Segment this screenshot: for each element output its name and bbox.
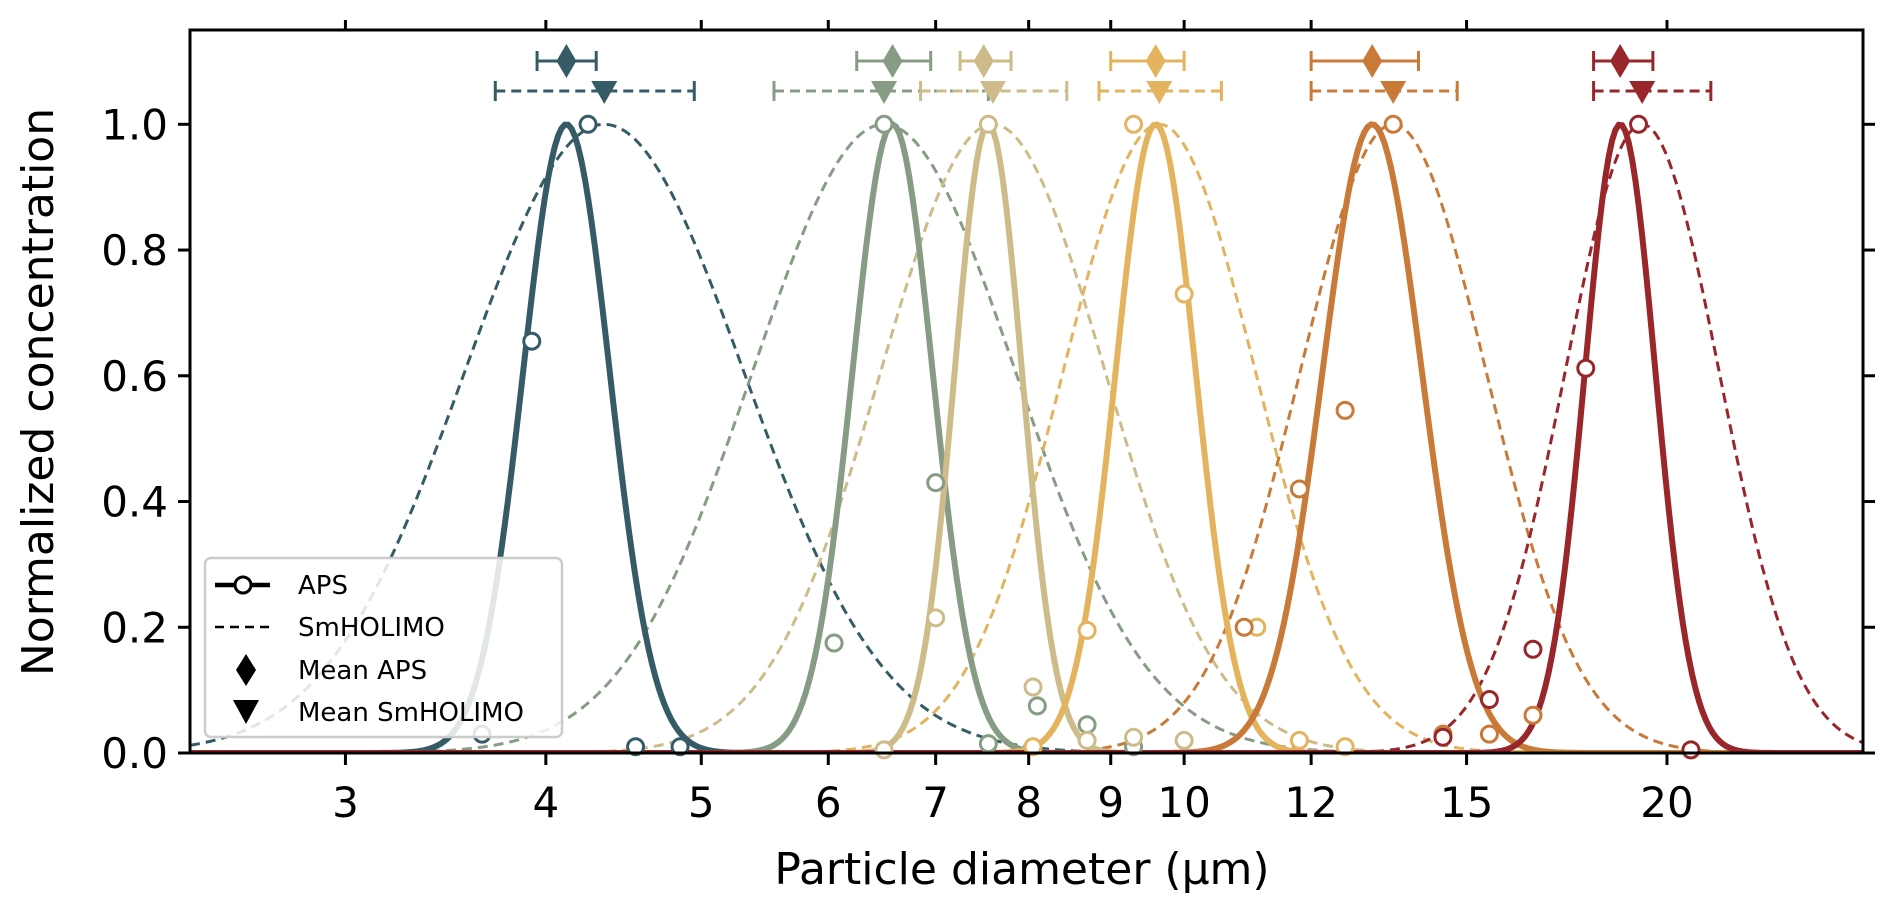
- x-tick-label: 10: [1157, 778, 1210, 827]
- y-tick-label: 1.0: [101, 100, 168, 149]
- aps-point: [1681, 740, 1701, 760]
- mean-markers: [493, 44, 1713, 104]
- x-tick-label: 15: [1440, 778, 1493, 827]
- x-tick-label: 3: [332, 778, 359, 827]
- mean-smholimo-triangle: [979, 81, 1006, 104]
- aps-point: [1023, 737, 1043, 757]
- x-axis: 3 4 5 6 7 8 9 10 12 15 20: [332, 20, 1694, 827]
- plot-frame: [188, 28, 1865, 755]
- legend-entry-mean-smholimo: Mean SmHOLIMO: [233, 698, 524, 728]
- x-tick-label: 6: [815, 778, 842, 827]
- mean-smholimo-triangle: [591, 81, 618, 104]
- x-axis-label: Particle diameter (µm): [774, 844, 1269, 895]
- aps-point: [1479, 690, 1499, 710]
- aps-point: [874, 114, 894, 134]
- legend-entry-smholimo: SmHOLIMO: [215, 613, 445, 643]
- aps-point: [926, 608, 946, 628]
- aps-point: [1124, 727, 1144, 747]
- aps-point: [578, 114, 598, 134]
- aps-point: [978, 734, 998, 754]
- legend-diamond-marker: [236, 654, 256, 686]
- y-tick-label: 0.6: [101, 352, 168, 401]
- aps-point: [1576, 358, 1596, 378]
- mean-aps-diamond: [1145, 44, 1166, 78]
- mean-smholimo-triangle: [1146, 81, 1173, 104]
- aps-point: [1124, 114, 1144, 134]
- aps-point: [874, 740, 894, 760]
- y-tick-label: 0.0: [101, 729, 168, 778]
- aps-point: [1289, 479, 1309, 499]
- aps-point: [626, 737, 646, 757]
- aps-point: [926, 473, 946, 493]
- x-tick-label: 7: [922, 778, 949, 827]
- mean-smholimo-triangle: [1380, 81, 1407, 104]
- aps-point: [1523, 705, 1543, 725]
- mean-aps-diamond: [882, 44, 903, 78]
- aps-point: [670, 737, 690, 757]
- aps-point: [1077, 620, 1097, 640]
- aps-point: [1023, 677, 1043, 697]
- aps-curve-2: [190, 121, 1863, 753]
- legend-label-mean-smholimo: Mean SmHOLIMO: [298, 698, 524, 728]
- aps-point: [1077, 715, 1097, 735]
- y-tick-label: 0.8: [101, 226, 168, 275]
- aps-point: [1174, 284, 1194, 304]
- x-tick-label: 12: [1284, 778, 1337, 827]
- x-tick-label: 9: [1097, 778, 1124, 827]
- aps-point: [978, 114, 998, 134]
- aps-point: [1479, 724, 1499, 744]
- legend-entry-aps: APS: [215, 571, 348, 601]
- x-tick-label: 4: [532, 778, 559, 827]
- x-tick-label: 8: [1015, 778, 1042, 827]
- legend-triangle-marker: [233, 700, 259, 724]
- mean-aps-diamond: [1610, 44, 1631, 78]
- aps-point: [522, 331, 542, 351]
- mean-aps-diamond: [556, 44, 577, 78]
- aps-point: [1433, 727, 1453, 747]
- smholimo-curve-5: [190, 122, 1863, 753]
- mean-smholimo-triangle: [1629, 81, 1656, 104]
- legend-entry-mean-aps: Mean APS: [236, 654, 427, 686]
- aps-point: [1234, 617, 1254, 637]
- legend-label-mean-aps: Mean APS: [298, 656, 427, 686]
- aps-point: [1289, 730, 1309, 750]
- y-axis-label: Normalized concentration: [13, 108, 64, 676]
- aps-points: [472, 114, 1701, 760]
- aps-point: [1335, 737, 1355, 757]
- aps-point: [1523, 639, 1543, 659]
- aps-point: [1629, 114, 1649, 134]
- y-tick-label: 0.2: [101, 603, 168, 652]
- aps-point: [824, 633, 844, 653]
- aps-point: [1027, 696, 1047, 716]
- mean-aps-diamond: [1362, 44, 1383, 78]
- legend-label-smholimo: SmHOLIMO: [298, 613, 445, 643]
- aps-point: [1383, 114, 1403, 134]
- x-tick-label: 5: [688, 778, 715, 827]
- x-tick-label: 20: [1640, 778, 1693, 827]
- mean-smholimo-triangle: [871, 81, 898, 104]
- mean-aps-diamond: [973, 44, 994, 78]
- aps-point: [1335, 400, 1355, 420]
- legend-circle-marker: [233, 575, 253, 595]
- aps-point: [1174, 730, 1194, 750]
- legend: APS SmHOLIMO Mean APS Mean SmHOLIMO: [203, 556, 564, 739]
- y-tick-label: 0.4: [101, 478, 168, 527]
- aps-point: [1077, 730, 1097, 750]
- y-axis: 0.0 0.2 0.4 0.6 0.8 1.0: [101, 100, 1875, 778]
- legend-label-aps: APS: [298, 571, 348, 601]
- aps-curve-5: [190, 121, 1863, 753]
- legend-box: [203, 556, 564, 739]
